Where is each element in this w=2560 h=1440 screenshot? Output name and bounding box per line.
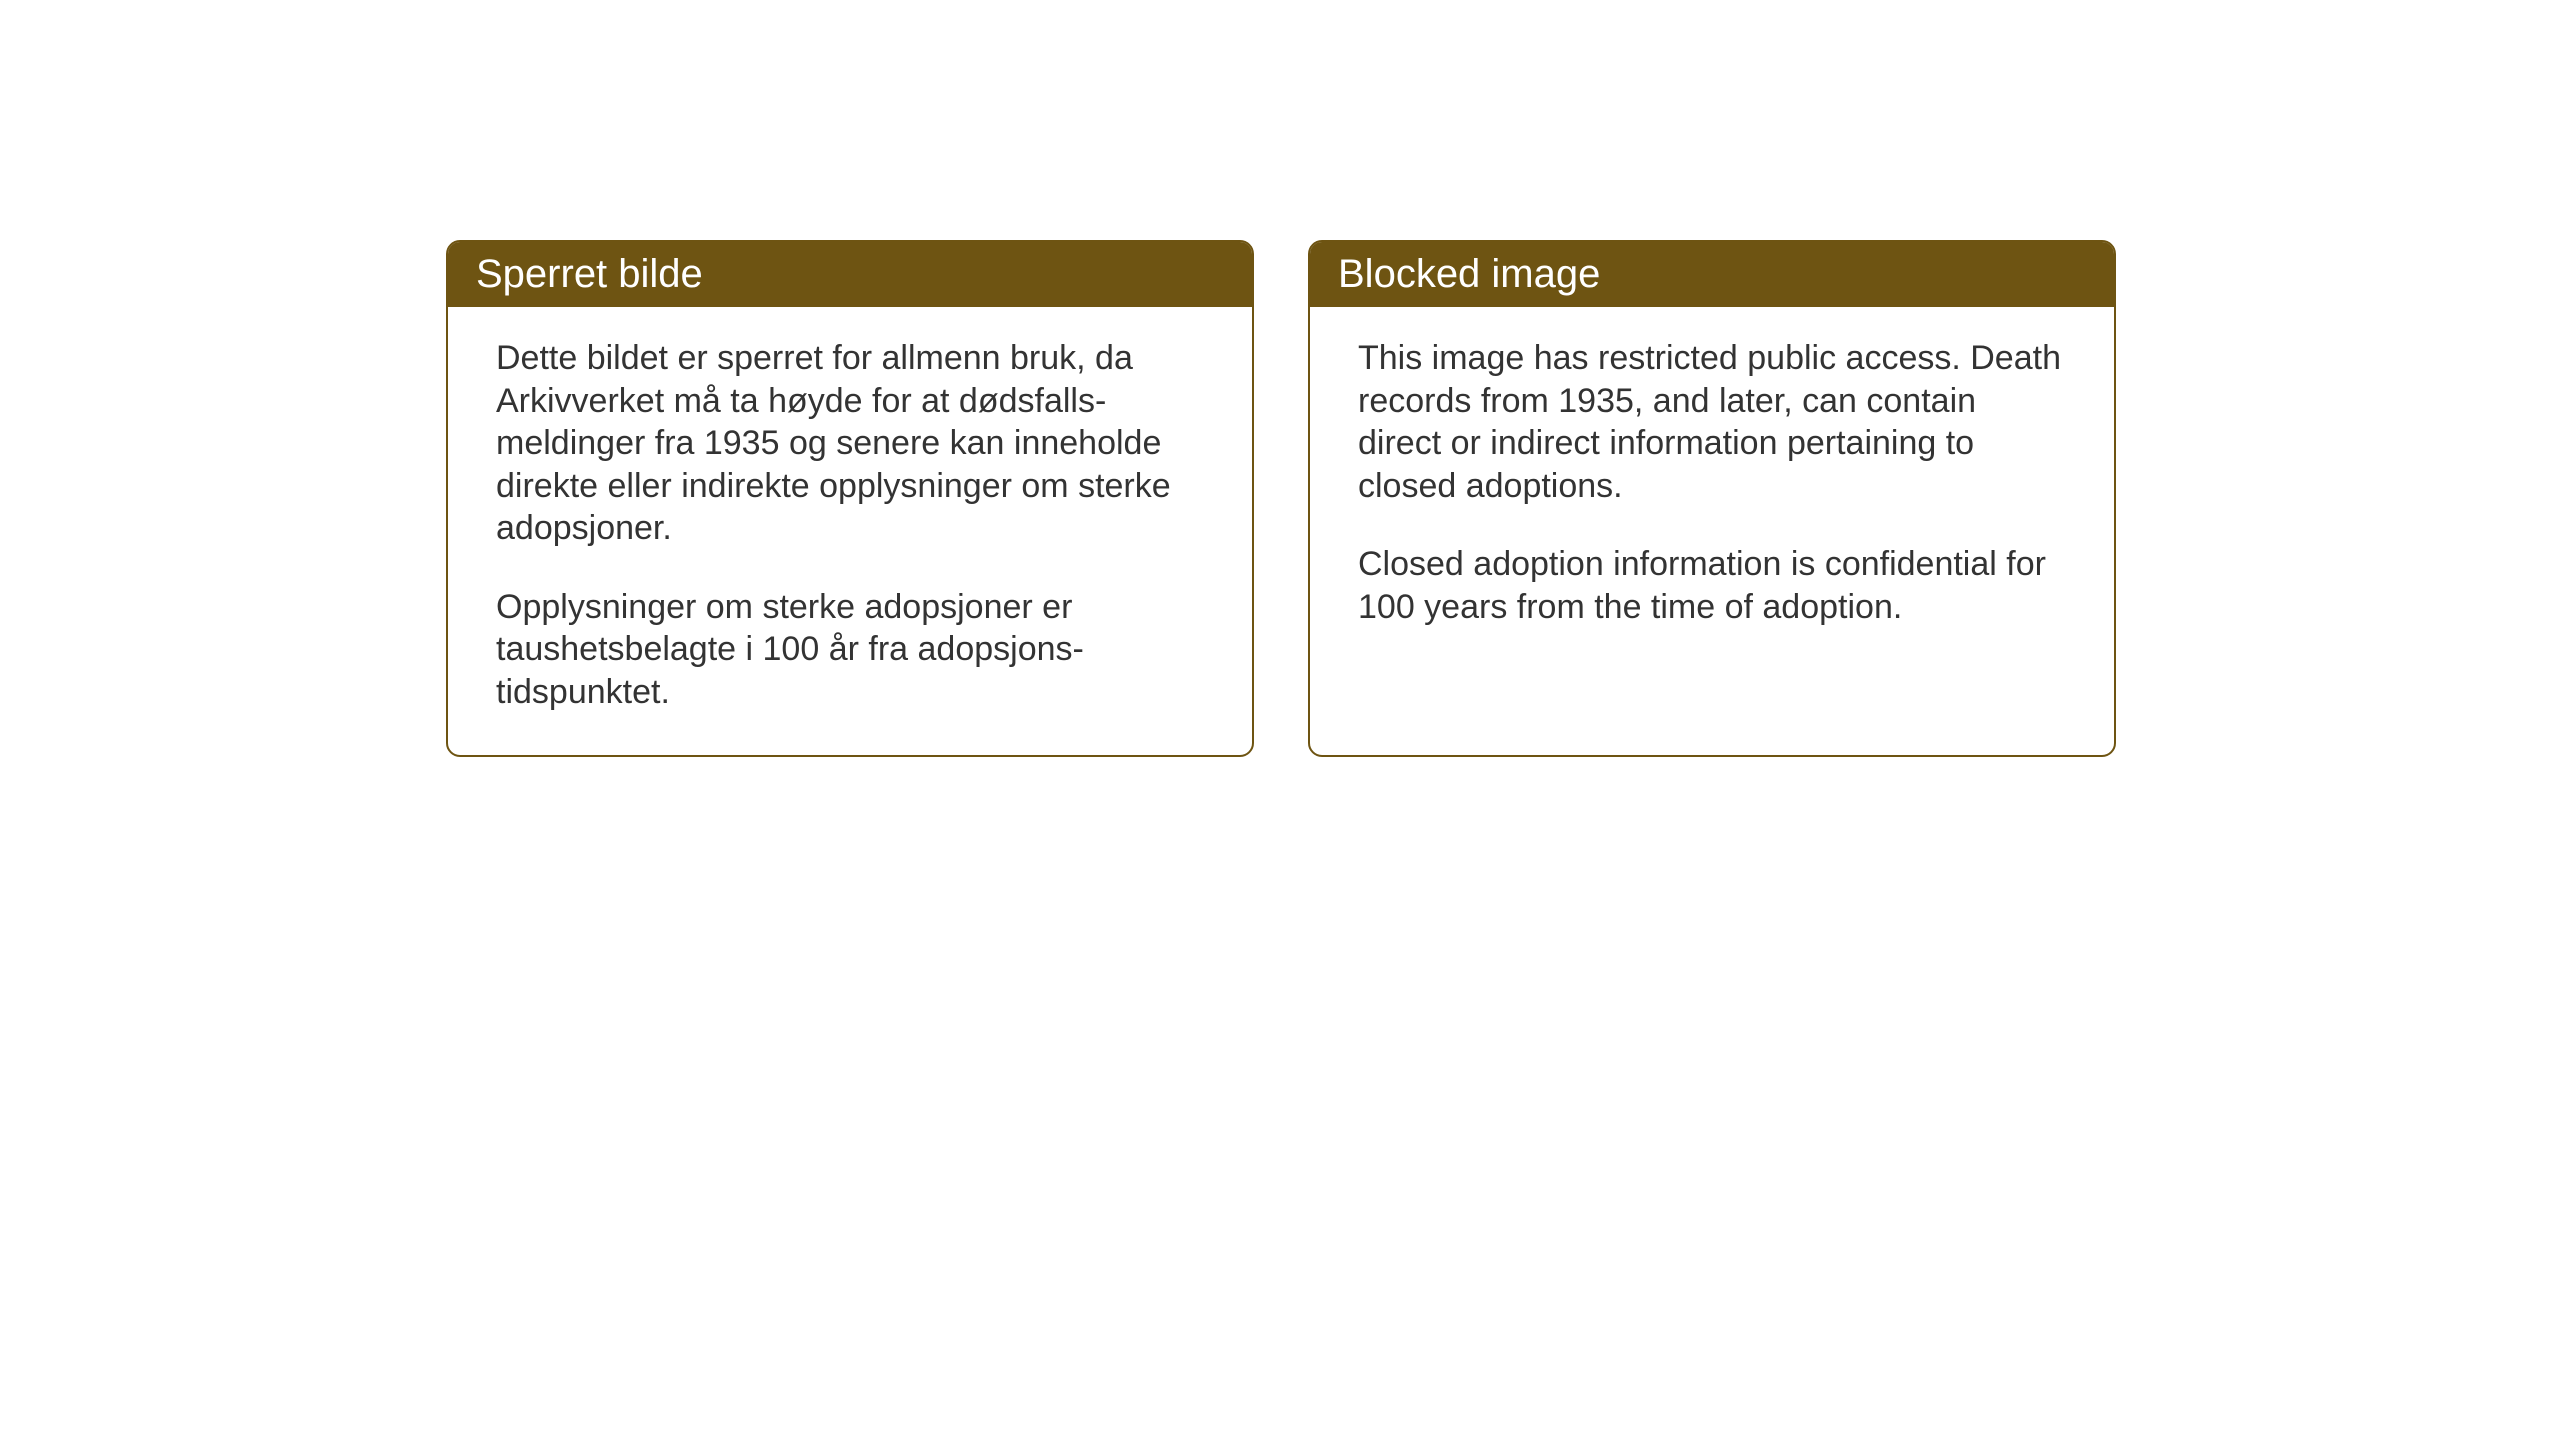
norwegian-paragraph-2: Opplysninger om sterke adopsjoner er tau… xyxy=(496,586,1204,714)
norwegian-card-body: Dette bildet er sperret for allmenn bruk… xyxy=(448,307,1252,755)
norwegian-notice-card: Sperret bilde Dette bildet er sperret fo… xyxy=(446,240,1254,757)
norwegian-card-title: Sperret bilde xyxy=(448,242,1252,307)
english-paragraph-2: Closed adoption information is confident… xyxy=(1358,543,2066,628)
english-paragraph-1: This image has restricted public access.… xyxy=(1358,337,2066,507)
notice-container: Sperret bilde Dette bildet er sperret fo… xyxy=(446,240,2116,757)
english-card-title: Blocked image xyxy=(1310,242,2114,307)
english-card-body: This image has restricted public access.… xyxy=(1310,307,2114,670)
english-notice-card: Blocked image This image has restricted … xyxy=(1308,240,2116,757)
norwegian-paragraph-1: Dette bildet er sperret for allmenn bruk… xyxy=(496,337,1204,550)
